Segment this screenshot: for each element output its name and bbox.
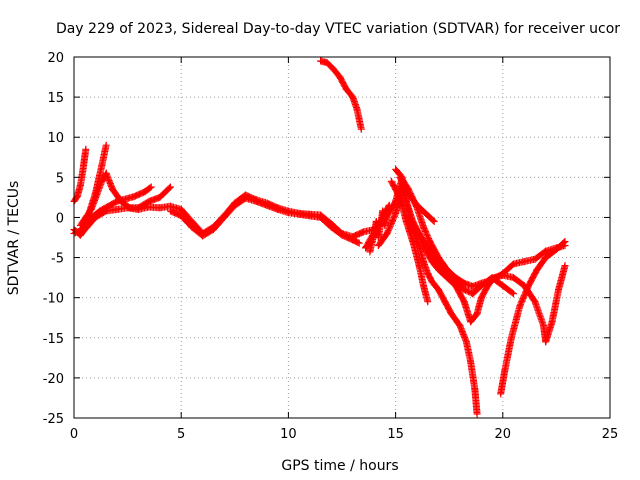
series-late-branch-4: [396, 173, 438, 225]
series-scattered-pre-storm: [362, 201, 393, 256]
data-point: [430, 218, 438, 225]
data-point: [424, 298, 432, 306]
y-tick-label: 10: [47, 131, 64, 146]
data-point: [473, 410, 481, 418]
x-tick-label: 0: [70, 427, 78, 442]
data-point: [560, 239, 568, 246]
data-point: [561, 238, 569, 245]
data-point: [510, 290, 517, 298]
data-point: [102, 141, 110, 149]
series-early-loop: [83, 183, 155, 225]
chart-title: Day 229 of 2023, Sidereal Day-to-day VTE…: [56, 21, 620, 37]
data-point: [147, 183, 155, 191]
y-axis-ticks: 20 15 10 5 0 -5 -10 -15 -20 -25: [43, 51, 610, 427]
series-late-branch-3: [387, 177, 432, 306]
y-tick-label: -10: [43, 292, 64, 307]
y-tick-label: -15: [43, 332, 64, 347]
x-axis-label: GPS time / hours: [281, 458, 398, 474]
data-point: [429, 217, 437, 224]
series-mid-band: [167, 194, 363, 247]
x-tick-label: 5: [177, 427, 185, 442]
data-point: [167, 183, 174, 191]
series-early-rise-1: [70, 145, 90, 205]
y-tick-label: 20: [47, 51, 64, 66]
data-point: [368, 238, 376, 245]
data-point: [534, 305, 542, 313]
x-tick-label: 15: [387, 427, 404, 442]
data-point: [367, 239, 375, 247]
data-point: [561, 262, 569, 270]
series-early-arc: [76, 169, 174, 229]
data-point: [82, 145, 90, 153]
y-tick-label: -5: [51, 252, 64, 267]
plot-frame: [73, 56, 611, 419]
y-axis-label: SDTVAR / TECUs: [6, 181, 22, 296]
series-high-segment: [317, 57, 365, 133]
data-point: [357, 125, 365, 133]
data-point: [97, 180, 105, 188]
y-tick-label: -25: [43, 412, 64, 427]
x-tick-label: 10: [280, 427, 297, 442]
grid-lines: [74, 57, 610, 418]
y-tick-label: 5: [56, 171, 64, 186]
y-tick-label: 0: [56, 211, 64, 226]
series-late-branch-5: [409, 222, 517, 298]
y-tick-label: 15: [47, 91, 64, 106]
y-tick-label: -20: [43, 372, 64, 387]
data-point: [508, 289, 516, 297]
data-point: [355, 239, 363, 247]
data-point: [536, 313, 544, 321]
x-tick-label: 20: [495, 427, 512, 442]
x-tick-label: 25: [602, 427, 619, 442]
data-point: [146, 184, 154, 192]
series-recovery: [497, 238, 569, 398]
x-axis-ticks: 0 5 10 15 20 25: [70, 57, 618, 442]
data-point: [165, 184, 173, 192]
data-points: [70, 57, 569, 418]
